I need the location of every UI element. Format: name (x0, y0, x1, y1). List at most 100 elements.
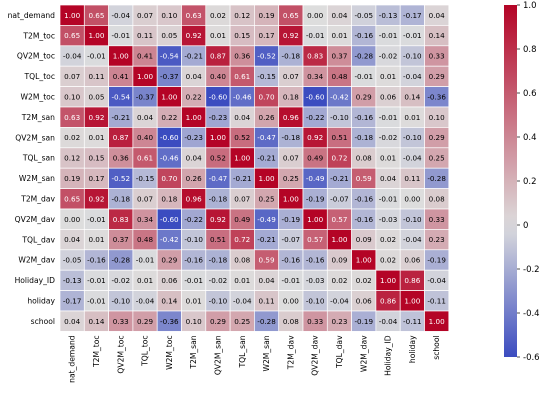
cell-value-label: 0.02 (380, 256, 396, 265)
cell-value-label: 0.14 (88, 317, 104, 326)
cell-value-label: -0.01 (379, 31, 398, 40)
cell-value-label: 0.87 (113, 133, 129, 142)
cell-value-label: 0.41 (137, 52, 153, 61)
cell-value-label: 0.07 (137, 194, 153, 203)
cell-value-label: -0.10 (184, 235, 203, 244)
cell-value-label: 0.26 (186, 174, 202, 183)
row-label: T2M_dav (20, 195, 55, 204)
row-label: school (31, 317, 55, 326)
cell-value-label: -0.11 (427, 296, 446, 305)
cell-value-label: -0.54 (160, 52, 179, 61)
cell-value-label: -0.04 (63, 52, 82, 61)
cell-value-label: 0.29 (356, 92, 372, 101)
row-label: T2M_toc (22, 31, 55, 40)
cell-value-label: 0.33 (113, 317, 129, 326)
row-label: TQL_toc (24, 72, 55, 81)
cell-value-label: -0.01 (379, 194, 398, 203)
cell-value-label: -0.04 (403, 154, 422, 163)
cell-value-label: 0.25 (259, 194, 275, 203)
cell-value-label: 0.96 (186, 194, 202, 203)
cell-value-label: 1.00 (307, 215, 323, 224)
column-label: T2M_dav (286, 335, 295, 370)
column-label: TQL_toc (141, 335, 150, 366)
cell-value-label: 0.06 (161, 276, 177, 285)
cell-value-label: 0.49 (234, 215, 250, 224)
cell-value-label: -0.16 (354, 215, 373, 224)
cell-value-label: -0.28 (427, 174, 446, 183)
cell-value-label: 0.05 (88, 92, 104, 101)
column-label: nat_demand (68, 335, 77, 383)
row-label: holiday (27, 297, 55, 306)
cell-value-label: 1.00 (429, 317, 445, 326)
cell-value-label: -0.04 (330, 296, 349, 305)
cell-value-label: -0.16 (184, 256, 203, 265)
cell-value-label: 0.06 (356, 296, 372, 305)
cell-value-label: -0.18 (209, 256, 228, 265)
cell-value-label: -0.07 (330, 194, 349, 203)
cell-value-label: -0.49 (306, 174, 325, 183)
cell-value-label: 0.72 (331, 154, 347, 163)
row-label: W2M_dav (18, 256, 55, 265)
cell-value-label: 0.59 (259, 256, 275, 265)
cell-value-label: 1.00 (186, 113, 202, 122)
cell-value-label: 0.49 (307, 154, 323, 163)
colorbar-tick-label: 0.2 (523, 177, 537, 187)
cell-value-label: 0.29 (429, 133, 445, 142)
cell-value-label: -0.28 (354, 52, 373, 61)
cell-value-label: -0.21 (257, 235, 276, 244)
cell-value-label: -0.04 (403, 235, 422, 244)
cell-value-label: 1.00 (259, 174, 275, 183)
cell-value-label: 0.17 (88, 174, 104, 183)
cell-value-label: 0.51 (210, 235, 226, 244)
cell-value-label: 0.34 (137, 215, 153, 224)
column-label: W2M_toc (165, 335, 174, 370)
cell-value-label: 1.00 (380, 276, 396, 285)
cell-value-label: 0.14 (404, 92, 420, 101)
cell-value-label: -0.01 (282, 276, 301, 285)
cell-value-label: 0.10 (64, 92, 80, 101)
cell-value-label: 0.12 (64, 154, 80, 163)
cell-value-label: 0.22 (161, 113, 177, 122)
cell-value-label: 0.59 (356, 174, 372, 183)
cell-value-label: -0.22 (306, 113, 325, 122)
cell-value-label: 0.01 (234, 276, 250, 285)
cell-value-label: 0.92 (307, 133, 323, 142)
colorbar-tick-label: 1.0 (523, 1, 537, 11)
cell-value-label: -0.10 (403, 133, 422, 142)
cell-value-label: -0.21 (111, 113, 130, 122)
column-labels: nat_demand T2M_toc QV2M_toc TQL_toc W2M_toc T… (68, 335, 442, 383)
cell-value-label: -0.21 (330, 174, 349, 183)
cell-value-label: 0.02 (210, 11, 226, 20)
cell-value-label: 0.96 (283, 113, 299, 122)
cell-value-label: -0.02 (379, 133, 398, 142)
cell-value-label: 0.11 (404, 174, 420, 183)
cell-value-label: -0.10 (111, 296, 130, 305)
cell-value-label: -0.01 (403, 31, 422, 40)
column-label: QV2M_san (214, 335, 223, 375)
row-label: nat_demand (8, 11, 56, 20)
cell-value-label: 0.10 (186, 317, 202, 326)
cell-value-label: -0.21 (184, 52, 203, 61)
colorbar-ticks: 1.0 0.8 0.6 0.4 0.2 0 -0.2 -0.4 -0.6 (517, 1, 540, 363)
cell-value-label: -0.19 (427, 256, 446, 265)
cell-value-label: 0.61 (137, 154, 153, 163)
cell-value-label: 0.18 (161, 194, 177, 203)
cell-value-label: 1.00 (113, 52, 129, 61)
column-label: W2M_dav (359, 335, 368, 372)
cell-value-label: 0.01 (331, 31, 347, 40)
cell-value-label: -0.01 (306, 31, 325, 40)
cell-value-label: 1.00 (64, 11, 80, 20)
column-label: school (432, 335, 441, 359)
cell-value-label: -0.18 (209, 194, 228, 203)
colorbar-gradient (504, 5, 517, 357)
row-labels: nat_demand T2M_toc QV2M_toc TQL_toc W2M_toc T… (8, 11, 56, 326)
cell-value-label: -0.60 (209, 92, 228, 101)
cell-value-label: 0.86 (380, 296, 396, 305)
cell-value-label: -0.47 (257, 133, 276, 142)
cell-value-label: -0.18 (282, 133, 301, 142)
cell-value-label: -0.04 (111, 11, 130, 20)
cell-value-label: 0.15 (234, 31, 250, 40)
cell-value-label: -0.60 (160, 133, 179, 142)
cell-value-label: -0.18 (111, 194, 130, 203)
cell-value-label: -0.28 (257, 317, 276, 326)
